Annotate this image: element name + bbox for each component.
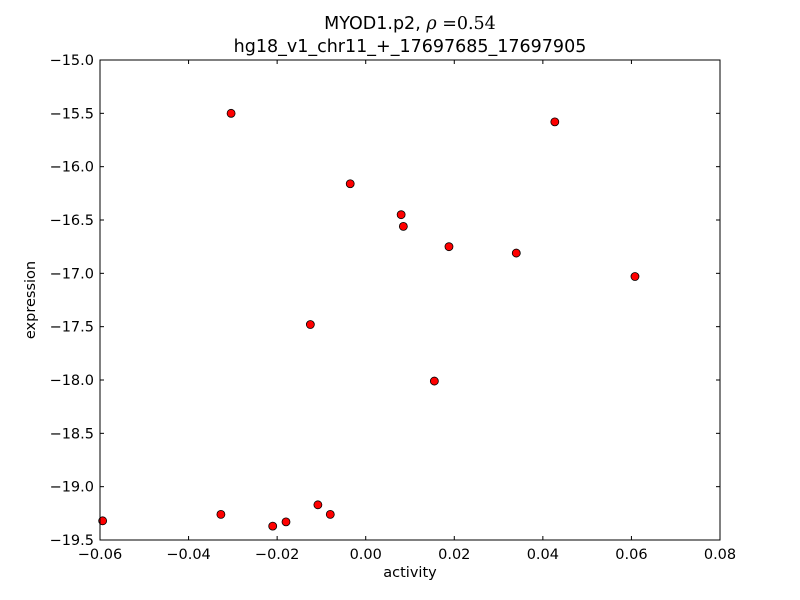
- data-point: [396, 210, 406, 220]
- data-point: [226, 108, 236, 118]
- y-tick-label: −15.0: [50, 53, 94, 69]
- data-point: [511, 248, 521, 258]
- y-axis-label: expression: [23, 261, 39, 339]
- x-tick-label: −0.04: [166, 547, 210, 563]
- x-tick-label: −0.02: [255, 547, 299, 563]
- y-tick-label: −17.0: [50, 266, 94, 282]
- y-tick-label: −16.0: [50, 160, 94, 176]
- chart-title-line1: MYOD1.p2, ρ =0.54: [324, 14, 496, 34]
- data-point: [550, 117, 560, 127]
- data-point: [444, 242, 454, 252]
- data-point: [325, 510, 335, 519]
- x-tick-label: 0.00: [350, 547, 382, 563]
- data-point: [305, 320, 315, 329]
- chart-title-line2: hg18_v1_chr11_+_17697685_17697905: [234, 37, 587, 57]
- x-tick-label: 0.02: [438, 547, 470, 563]
- y-tick-label: −19.0: [50, 480, 94, 496]
- data-point: [281, 517, 291, 527]
- data-point: [216, 510, 226, 519]
- data-point: [345, 179, 355, 189]
- x-tick-label: 0.08: [704, 547, 736, 563]
- data-points: [98, 108, 640, 531]
- data-point: [98, 516, 108, 526]
- y-tick-label: −17.5: [50, 320, 94, 336]
- y-tick-label: −18.0: [50, 373, 94, 389]
- x-axis-label: activity: [383, 565, 437, 581]
- axis-ticks: −0.06 −0.04 −0.02 0.00 0.02 0.04 0.06 0.08 −15.0…: [50, 53, 737, 563]
- data-point: [313, 500, 323, 510]
- data-point: [630, 272, 640, 281]
- data-point: [398, 221, 408, 231]
- y-tick-label: −16.5: [50, 213, 94, 229]
- y-tick-label: −15.5: [50, 106, 94, 122]
- data-point: [429, 376, 439, 386]
- x-tick-label: 0.04: [527, 547, 559, 563]
- x-tick-label: 0.06: [615, 547, 647, 563]
- y-tick-label: −19.5: [50, 533, 94, 549]
- data-point: [268, 521, 278, 531]
- y-tick-label: −18.5: [50, 426, 94, 442]
- plot-frame: [99, 59, 721, 541]
- x-tick-label: −0.06: [78, 547, 122, 563]
